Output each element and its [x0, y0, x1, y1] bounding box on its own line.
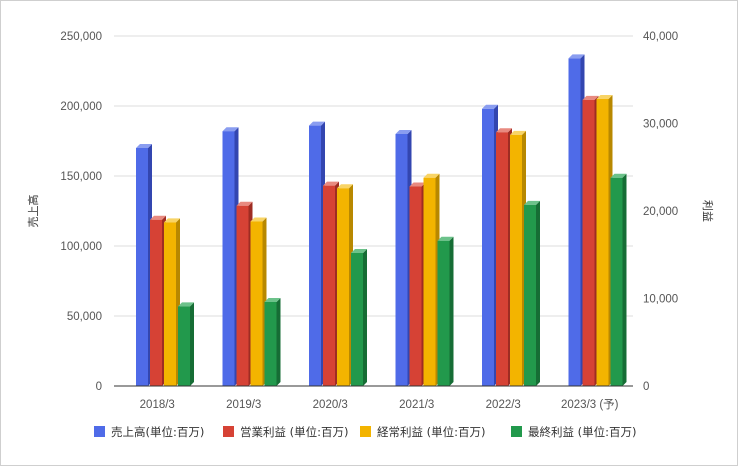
bar: [164, 222, 176, 386]
x-tick-label: 2022/3: [486, 399, 521, 411]
x-tick-label: 2019/3: [226, 399, 261, 411]
bar-top: [596, 95, 613, 99]
y-left-axis-title: 売上高: [26, 195, 40, 228]
bar-top: [524, 200, 540, 205]
y-left-tick-label: 150,000: [60, 171, 102, 183]
bar: [264, 302, 277, 386]
bar-side: [622, 173, 627, 386]
bar: [596, 99, 609, 386]
bar-side: [449, 236, 454, 386]
bar-top: [482, 104, 498, 109]
bar-top: [568, 54, 585, 59]
bar: [437, 240, 450, 386]
bar-top: [423, 173, 440, 178]
bar: [409, 186, 422, 386]
bar-side: [190, 302, 194, 386]
y-right-axis-title: 利益: [701, 200, 715, 222]
bar: [309, 125, 321, 386]
bar-top: [222, 127, 239, 132]
bar-side: [276, 298, 281, 386]
y-left-tick-label: 200,000: [60, 101, 102, 113]
legend-swatch: [511, 426, 522, 437]
bar: [610, 177, 623, 386]
bar-top: [510, 130, 526, 135]
legend-label: 営業利益 (単位:百万): [240, 425, 349, 439]
legend-swatch: [223, 426, 234, 437]
x-tick-label: 2021/3: [399, 399, 434, 411]
y-left-tick-label: 50,000: [67, 311, 102, 323]
bar: [136, 148, 148, 386]
x-tick-label: 2023/3 (予): [561, 398, 619, 411]
y-right-tick-label: 30,000: [643, 119, 678, 131]
bar: [323, 185, 335, 386]
x-tick-label: 2020/3: [313, 399, 348, 411]
bar: [482, 108, 494, 387]
bar: [337, 188, 349, 386]
bar-top: [236, 201, 253, 206]
legend-label: 経常利益 (単位:百万): [377, 425, 486, 439]
y-right-tick-label: 0: [643, 381, 649, 393]
bar-top: [264, 298, 281, 302]
bar: [178, 306, 190, 386]
bar-top: [164, 218, 180, 223]
bar: [395, 134, 408, 386]
bar: [510, 134, 522, 386]
bar: [524, 204, 536, 386]
bar: [222, 131, 235, 386]
y-right-tick-label: 20,000: [643, 206, 678, 218]
bar: [496, 132, 508, 386]
bar-top: [136, 144, 152, 148]
bar: [250, 221, 263, 386]
legend-label: 最終利益 (単位:百万): [528, 425, 637, 439]
y-left-tick-label: 250,000: [60, 31, 102, 43]
bar-top: [496, 128, 512, 133]
y-left-tick-label: 0: [96, 381, 102, 393]
bar-top: [437, 236, 454, 241]
bar-top: [395, 130, 412, 134]
bar-top: [610, 173, 627, 178]
bar-top: [250, 217, 267, 222]
bar-top: [337, 184, 353, 189]
bar-top: [323, 181, 339, 186]
bar: [351, 253, 363, 386]
bar: [150, 219, 162, 386]
bar-side: [363, 249, 367, 386]
bar: [423, 177, 436, 386]
bar: [568, 58, 581, 387]
y-right-tick-label: 40,000: [643, 31, 678, 43]
legend-label: 売上高(単位:百万): [111, 425, 204, 439]
bar-top: [309, 121, 325, 126]
bar-top: [178, 302, 194, 307]
bar-top: [409, 182, 426, 187]
legend-swatch: [360, 426, 371, 437]
bar-top: [582, 95, 599, 100]
x-tick-label: 2018/3: [140, 399, 175, 411]
bar-top: [351, 249, 367, 253]
y-right-tick-label: 10,000: [643, 294, 678, 306]
bar: [582, 99, 595, 386]
y-left-tick-label: 100,000: [60, 241, 102, 253]
legend-swatch: [94, 426, 105, 437]
bar-top: [150, 215, 166, 220]
bar: [236, 205, 249, 386]
bar-side: [536, 200, 540, 386]
